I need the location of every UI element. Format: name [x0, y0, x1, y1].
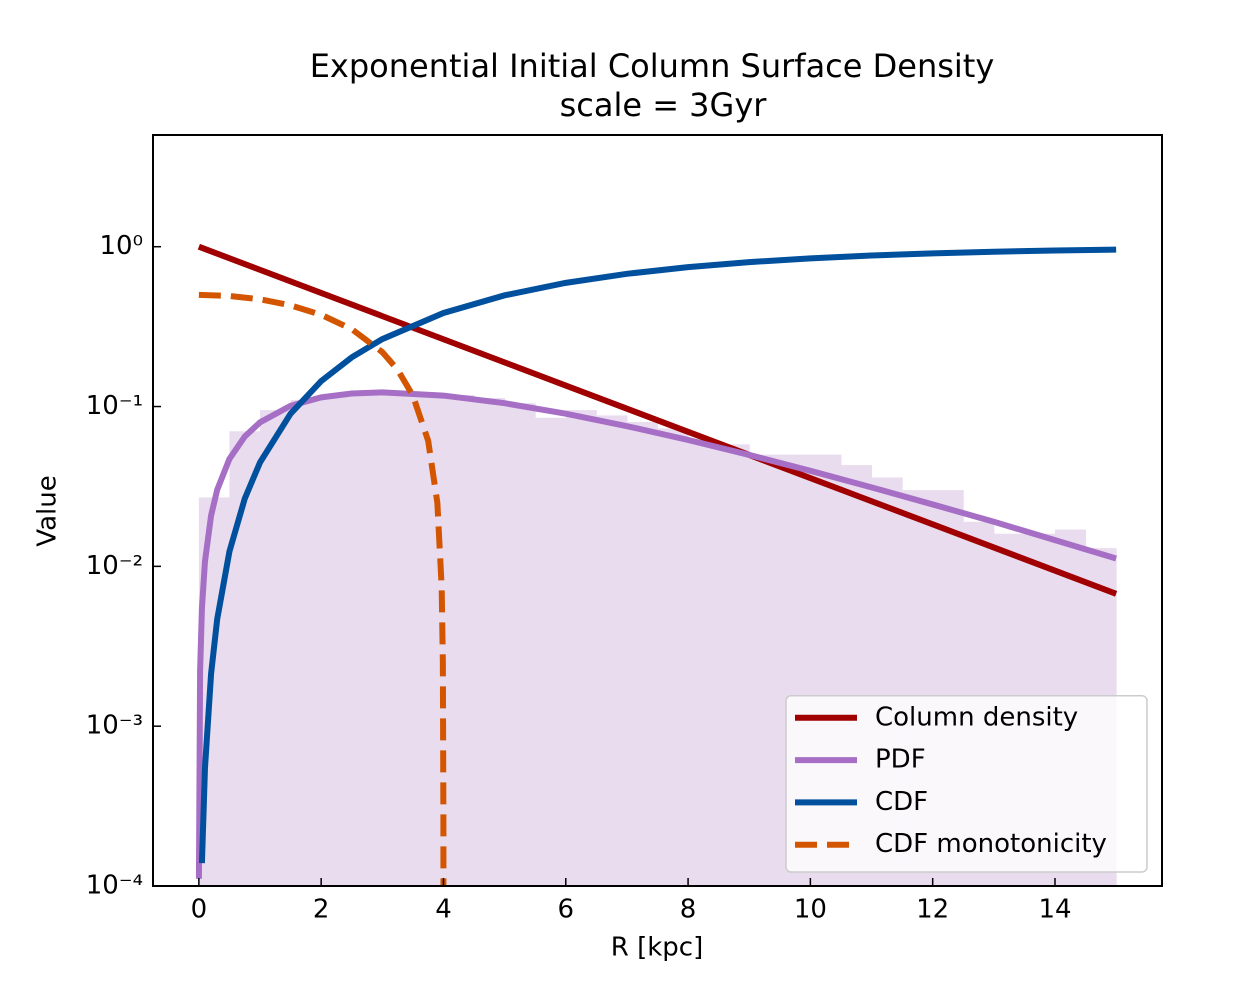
x-tick-label: 8 — [680, 895, 697, 925]
chart-title: Exponential Initial Column Surface Densi… — [310, 47, 995, 85]
histogram-bar — [535, 417, 567, 886]
histogram-bar — [290, 399, 322, 886]
histogram-bar — [412, 392, 444, 886]
histogram-bar — [321, 395, 353, 886]
histogram-bar — [474, 398, 506, 886]
histogram-bar — [688, 441, 720, 886]
histogram-bar — [749, 454, 781, 886]
x-tick-label: 0 — [191, 895, 208, 925]
y-tick-label: 10⁻⁴ — [86, 871, 143, 901]
x-tick-label: 2 — [313, 895, 330, 925]
histogram-bar — [565, 410, 597, 886]
axes: 0 2 4 6 8 10 12 14 10⁻⁴ 10⁻³ 10⁻² 10⁻¹ 10⁰ — [86, 231, 1072, 924]
series-line — [195, 389, 1118, 879]
chart-subtitle: scale = 3Gyr — [560, 86, 768, 124]
x-tick-label: 12 — [916, 895, 949, 925]
y-tick-label: 10⁻³ — [86, 711, 143, 741]
legend-box — [785, 695, 1148, 873]
histogram-bar — [718, 444, 750, 886]
x-tick-label: 10 — [794, 895, 827, 925]
histogram-bar — [657, 428, 689, 886]
series-line — [198, 246, 1117, 864]
y-tick-label: 10⁰ — [99, 231, 143, 261]
x-tick-label: 6 — [557, 895, 574, 925]
legend-label: PDF — [875, 745, 926, 775]
y-axis-label: Value — [33, 475, 63, 546]
histogram-bar — [596, 415, 628, 886]
x-tick-label: 4 — [435, 895, 452, 925]
histogram-bar — [382, 391, 414, 886]
x-tick-label: 14 — [1038, 895, 1071, 925]
x-axis-label: R [kpc] — [611, 933, 703, 963]
legend: Column density PDF CDF CDF monotonicity — [785, 695, 1148, 873]
series-line — [197, 243, 1118, 597]
plot-frame — [152, 134, 1163, 887]
histogram-bar — [260, 410, 292, 886]
series-line — [198, 291, 447, 886]
legend-label: CDF monotonicity — [875, 829, 1107, 859]
legend-label: CDF — [875, 787, 928, 817]
histogram-bar — [351, 392, 383, 886]
y-tick-label: 10⁻¹ — [86, 391, 143, 421]
histogram-bar — [626, 422, 658, 886]
legend-label: Column density — [875, 702, 1078, 732]
histogram-bar — [504, 403, 536, 886]
y-tick-label: 10⁻² — [86, 551, 143, 581]
histogram-bar — [443, 395, 475, 886]
